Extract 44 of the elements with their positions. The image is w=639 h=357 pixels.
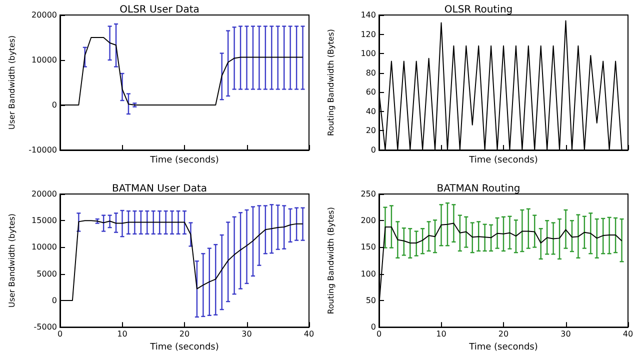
x-axis-title: Time (seconds) [149, 156, 219, 166]
y-tick-label: 20000 [32, 10, 57, 20]
x-tick-label: 20 [179, 329, 190, 338]
x-tick-label: 40 [304, 329, 314, 338]
y-tick-label: 60 [366, 88, 376, 97]
y-tick-label: 10000 [32, 56, 57, 64]
y-tick-label: 0 [370, 322, 376, 332]
x-tick-label: 30 [242, 329, 252, 338]
chart-title: OLSR Routing [444, 4, 513, 16]
x-axis-title: Time (seconds) [149, 342, 219, 352]
x-tick-label: 10 [436, 329, 446, 338]
y-tick-label: 150 [360, 242, 376, 252]
y-tick-label: 5000 [36, 268, 57, 278]
y-tick-label: 120 [360, 30, 376, 39]
x-axis-title: Time (seconds) [468, 342, 538, 352]
y-tick-label: 50 [366, 295, 376, 304]
y-axis-title: Routing Bandwidth (Bytes) [326, 206, 336, 314]
y-tick-label: 140 [360, 10, 376, 20]
y-tick-label: 0 [52, 100, 57, 110]
x-tick-label: 10 [117, 329, 128, 338]
x-tick-label: 40 [622, 329, 634, 338]
y-tick-label: 0 [370, 146, 376, 154]
y-tick-label: 100 [360, 49, 376, 58]
y-tick-label: 100 [360, 268, 376, 278]
y-axis-title: User Bandwidth (bytes) [8, 212, 16, 308]
x-tick-label: 20 [498, 329, 509, 338]
y-axis-title: Routing Bandwidth (Bytes) [326, 28, 336, 136]
chart-title: BATMAN Routing [436, 183, 520, 194]
chart-title: OLSR User Data [120, 4, 200, 16]
chart-title: BATMAN User Data [112, 183, 208, 194]
y-tick-label: 10000 [32, 242, 57, 252]
y-tick-label: 200 [360, 216, 376, 225]
y-tick-label: 0 [52, 295, 57, 304]
y-tick-label: 250 [360, 189, 376, 198]
y-tick-label: 15000 [32, 216, 57, 225]
x-axis-title: Time (seconds) [468, 156, 538, 166]
y-tick-label: 20 [366, 126, 376, 136]
y-tick-label: -10000 [28, 146, 57, 154]
y-tick-label: 40 [366, 106, 376, 116]
y-tick-label: 80 [366, 68, 376, 78]
y-tick-label: 20000 [32, 189, 57, 198]
y-axis-title: User Bandwidth (bytes) [8, 35, 16, 130]
x-tick-label: 30 [560, 329, 571, 338]
y-tick-label: -5000 [34, 322, 57, 332]
